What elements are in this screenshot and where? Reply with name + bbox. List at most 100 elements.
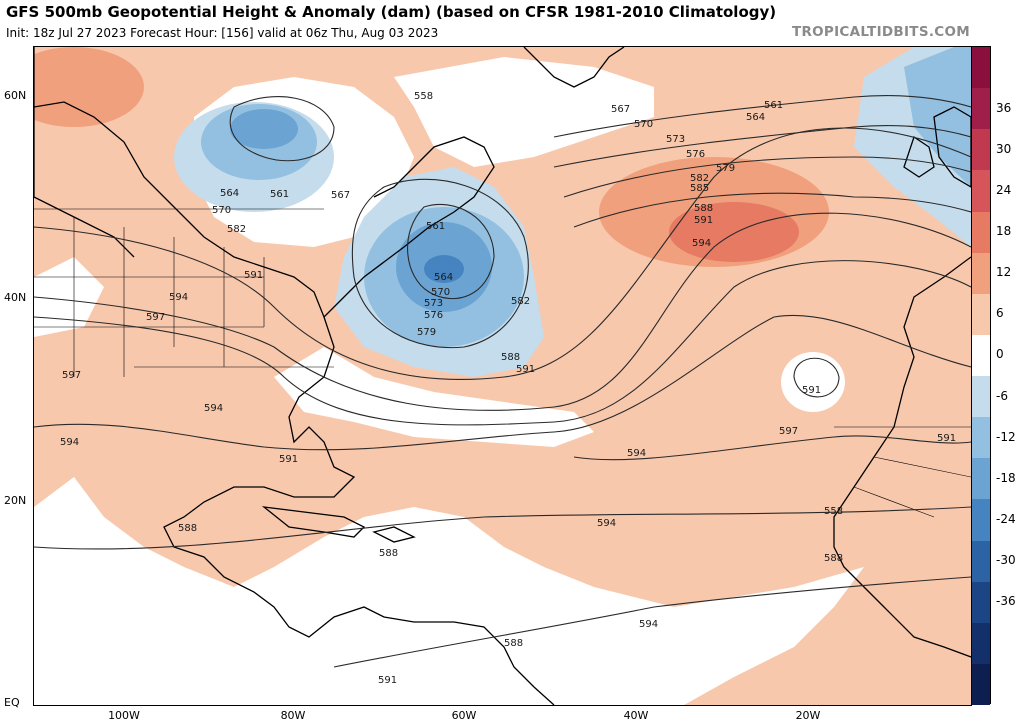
lon-label-20w: 20W [795,709,821,722]
contour-label: 591 [694,215,713,226]
colorbar-tick-label: 6 [996,306,1004,321]
contour-label: 591 [244,270,263,281]
coast-hispaniola [372,526,416,543]
colorbar-swatch [972,540,990,582]
contour-594 [34,314,971,451]
lon-label-100w: 100W [108,709,140,722]
lon-label-40w: 40W [623,709,649,722]
contour-label: 564 [220,188,239,199]
negative-anomaly-europe-mid [904,47,971,187]
positive-anomaly-northwest [34,47,144,127]
colorbar-tick-label: 12 [996,265,1012,280]
contour-label: 576 [686,149,705,160]
neutral-pacific-region [94,587,334,705]
colorbar-swatch [972,622,990,664]
colorbar-tick-label: 36 [996,100,1012,115]
contour-label: 594 [204,403,223,414]
negative-anomaly-core [424,255,464,283]
contour-591 [34,260,971,426]
coast-britain [933,106,971,188]
coast-cuba [261,506,366,538]
colorbar-swatch [972,211,990,253]
contour-564-low [407,203,495,300]
colorbar-tick-label: 24 [996,182,1012,197]
contour-label: 585 [690,183,709,194]
contour-label: 594 [597,518,616,529]
anomaly-colorbar [971,46,991,705]
contour-label: 558 [414,91,433,102]
colorbar-tick-label: -18 [996,470,1016,485]
contour-label: 594 [169,292,188,303]
colorbar-swatch [972,252,990,294]
contour-label: 591 [378,675,397,686]
colorbar-swatch [972,499,990,541]
contour-label: 567 [331,190,350,201]
contour-558-low [229,96,335,162]
map-panel: 558 561 564 570 582 591 594 597 597 594 … [33,46,972,706]
colorbar-tick-label: -36 [996,594,1016,609]
coast-americas [34,101,555,705]
coast-greenland [523,47,625,88]
neutral-azores-pocket [781,352,845,412]
lat-label-60n: 60N [4,89,27,102]
neutral-greenland-region [394,57,654,167]
contour-label: 564 [746,112,765,123]
contour-567-east [563,156,971,198]
coast-northeast [323,136,495,318]
colorbar-swatch [972,129,990,171]
colorbar-swatch [972,458,990,500]
negative-anomaly-hudson-inner [230,109,298,149]
contour-588-south [333,576,971,668]
colorbar-swatch [972,170,990,212]
contour-558-east [553,95,971,138]
contour-label: 582 [227,224,246,235]
contour-label: 591 [516,364,535,375]
contour-576-low [351,178,529,349]
colorbar-tick-label: -24 [996,511,1016,526]
colorbar-tick-label: 30 [996,141,1012,156]
contour-label: 567 [611,104,630,115]
contour-label: 594 [627,448,646,459]
contour-label: 582 [690,173,709,184]
colorbar-swatch [972,293,990,335]
height-contours [34,95,971,668]
colorbar-swatch [972,417,990,459]
contour-573-east [573,192,971,228]
coastlines [34,47,971,705]
contour-591-south [34,506,971,550]
contour-label: 591 [279,454,298,465]
contour-label: 588 [694,203,713,214]
contour-label: 579 [716,163,735,174]
contour-591-high [793,357,840,398]
colorbar-tick-label: 0 [996,347,1004,362]
colorbar-swatch [972,581,990,623]
lat-label-40n: 40N [4,291,27,304]
contour-label: 594 [639,619,658,630]
boundaries [34,208,971,518]
contour-label: 588 [178,523,197,534]
lat-label-eq: EQ [4,696,20,709]
map-title: GFS 500mb Geopotential Height & Anomaly … [6,3,777,21]
contour-label: 570 [634,119,653,130]
contour-label: 588 [504,638,523,649]
coast-ireland [903,135,935,178]
contour-label: 591 [802,385,821,396]
colorbar-swatch [972,88,990,130]
credit-watermark: TROPICALTIDBITS.COM [791,24,970,40]
contour-594-east [573,435,971,461]
contour-561-east [553,125,971,168]
contour-label: 561 [764,100,783,111]
contour-label: 576 [424,310,443,321]
contour-label: 588 [379,548,398,559]
colorbar-tick-label: -12 [996,429,1016,444]
colorbar-swatch [972,663,990,705]
border-africa [834,426,971,518]
contour-labels: 558 561 564 570 582 591 594 597 597 594 … [60,91,956,686]
contour-label: 588 [824,553,843,564]
contour-582 [34,127,971,380]
map-subtitle: Init: 18z Jul 27 2023 Forecast Hour: [15… [6,26,439,40]
colorbar-tick-label: -6 [996,388,1008,403]
contour-label: 594 [692,238,711,249]
contour-label: 597 [779,426,798,437]
contour-label: 573 [424,298,443,309]
